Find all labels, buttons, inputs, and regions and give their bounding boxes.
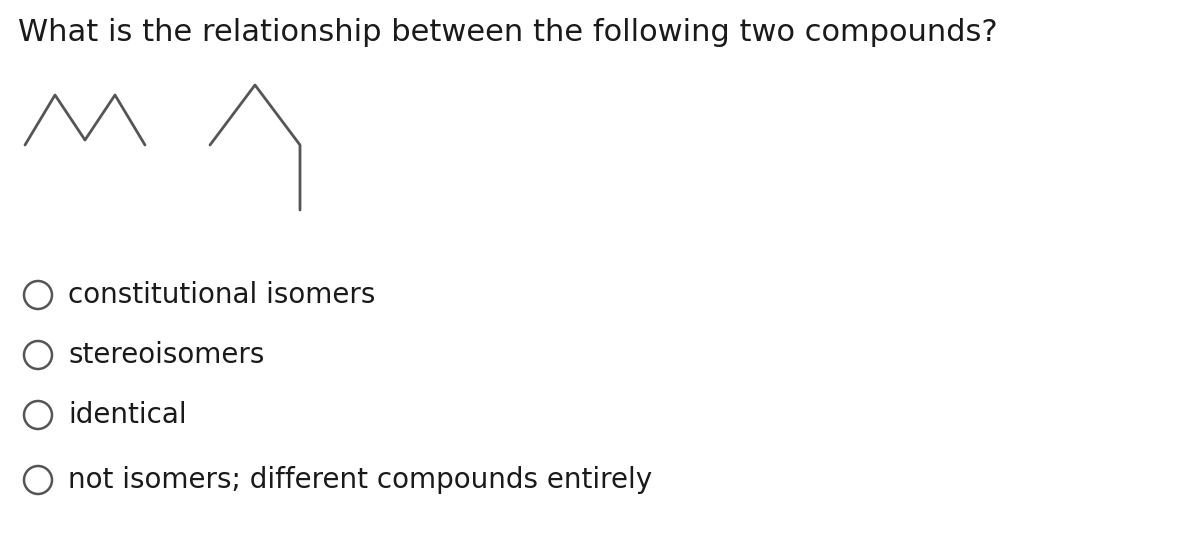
Text: identical: identical: [68, 401, 187, 429]
Text: What is the relationship between the following two compounds?: What is the relationship between the fol…: [18, 18, 997, 47]
Text: not isomers; different compounds entirely: not isomers; different compounds entirel…: [68, 466, 652, 494]
Text: constitutional isomers: constitutional isomers: [68, 281, 376, 309]
Text: stereoisomers: stereoisomers: [68, 341, 264, 369]
